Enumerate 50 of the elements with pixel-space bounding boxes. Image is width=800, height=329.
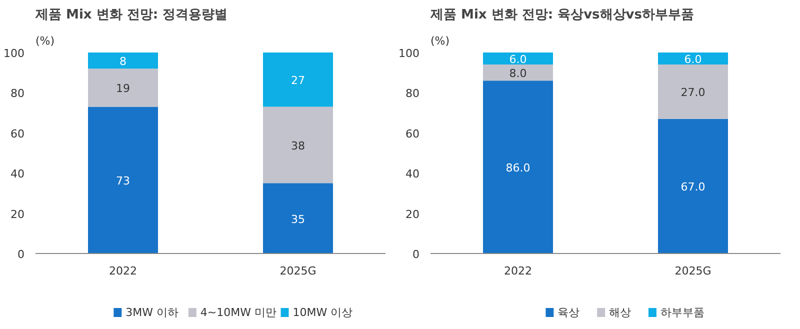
data-label: 27 bbox=[291, 74, 305, 88]
y-tick-label: 100 bbox=[4, 47, 25, 60]
y-tick-label: 0 bbox=[412, 248, 420, 261]
bar bbox=[88, 106, 158, 254]
y-axis-title: (%) bbox=[36, 34, 55, 48]
data-label: 73 bbox=[116, 174, 130, 188]
y-tick-label: 100 bbox=[398, 47, 420, 60]
data-label: 19 bbox=[116, 82, 130, 96]
bar bbox=[88, 68, 158, 107]
x-tick-label: 2025G bbox=[280, 264, 316, 278]
y-tick-label: 60 bbox=[406, 127, 420, 140]
y-tick-label: 80 bbox=[406, 87, 420, 100]
chart-title: 제품 Mix 변화 전망: 정격용량별 bbox=[34, 8, 228, 22]
x-tick-label: 2022 bbox=[504, 264, 532, 278]
bar bbox=[263, 183, 333, 254]
y-tick-label: 0 bbox=[18, 248, 24, 261]
data-label: 27.0 bbox=[680, 86, 706, 100]
y-tick-label: 20 bbox=[10, 208, 25, 221]
y-tick-label: 40 bbox=[406, 168, 420, 181]
data-label: 6.0 bbox=[509, 53, 527, 66]
legend-label: 해상 bbox=[609, 306, 632, 319]
chart-title: 제품 Mix 변화 전망: 육상vs해상vs하부부품 bbox=[430, 8, 694, 22]
bar bbox=[263, 106, 333, 184]
y-tick-label: 40 bbox=[10, 168, 25, 181]
data-label: 6.0 bbox=[684, 53, 702, 66]
x-tick-label: 2025G bbox=[674, 264, 712, 278]
legend-label: 4~10MW 미만 bbox=[200, 306, 276, 319]
legend-label: 10MW 이상 bbox=[292, 306, 353, 319]
y-tick-label: 20 bbox=[406, 208, 420, 221]
bar bbox=[658, 118, 728, 254]
legend-label: 하부부품 bbox=[660, 306, 704, 319]
data-label: 35 bbox=[291, 212, 305, 226]
data-label: 8.0 bbox=[509, 67, 527, 80]
data-label: 86.0 bbox=[506, 162, 530, 175]
bar bbox=[483, 64, 553, 81]
legend-label: 3MW 이하 bbox=[126, 306, 178, 319]
bar bbox=[658, 64, 728, 119]
data-label: 8 bbox=[120, 55, 126, 68]
bar bbox=[483, 52, 553, 65]
data-label: 38 bbox=[291, 139, 305, 152]
bar bbox=[263, 52, 333, 107]
legend-label: 육상 bbox=[558, 306, 580, 319]
bar bbox=[658, 52, 728, 65]
x-tick-label: 2022 bbox=[109, 264, 138, 278]
y-tick-label: 80 bbox=[10, 87, 25, 100]
y-axis-title: (%) bbox=[430, 34, 450, 48]
y-tick-label: 60 bbox=[10, 127, 25, 140]
bar bbox=[483, 80, 553, 254]
bar bbox=[88, 52, 158, 69]
data-label: 67.0 bbox=[680, 180, 706, 194]
